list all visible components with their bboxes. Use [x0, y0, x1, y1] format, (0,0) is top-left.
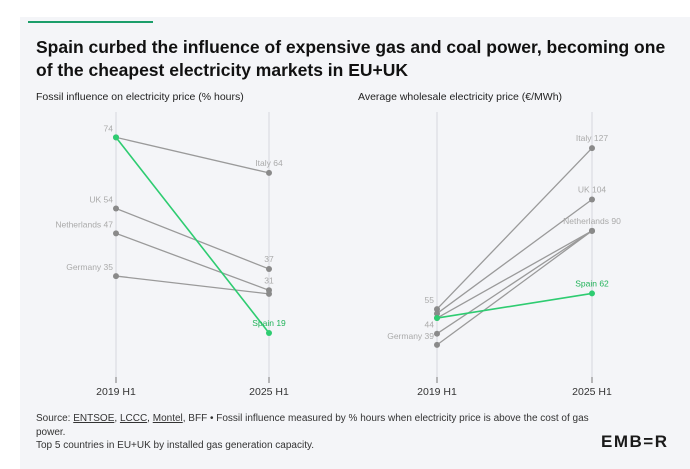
series-line-1-italy	[436, 147, 593, 310]
point-start-1-france	[434, 330, 440, 337]
point-start-0-uk	[113, 205, 119, 212]
label-start-1-france: 44	[425, 320, 435, 330]
label-end-0-italy: Italy 64	[255, 158, 283, 168]
point-end-0-spain	[266, 329, 272, 336]
x-tick-label-0-1: 2025 H1	[249, 386, 289, 398]
point-end-0-germany	[266, 290, 272, 297]
label-start-0-italy: 74	[104, 123, 114, 133]
label-end-0-netherlands: 31	[264, 275, 274, 285]
label-start-0-uk: UK 54	[89, 194, 113, 204]
source-link-montel[interactable]: Montel	[152, 413, 183, 424]
series-line-1-uk	[436, 198, 593, 315]
point-end-0-uk	[266, 265, 272, 272]
series-line-0-italy	[115, 136, 270, 174]
label-start-1-italy: 55	[425, 295, 435, 305]
chart-card	[20, 17, 690, 469]
point-start-1-germany	[434, 341, 440, 348]
x-tick-label-1-1: 2025 H1	[572, 386, 612, 398]
footer-note: Top 5 countries in EU+UK by installed ga…	[36, 440, 315, 451]
label-end-1-spain: Spain 62	[575, 278, 609, 288]
label-start-0-germany: Germany 35	[66, 262, 113, 272]
right-panel-title: Average wholesale electricity price (€/M…	[358, 91, 563, 103]
x-tick-label-1-0: 2019 H1	[417, 386, 457, 398]
point-start-1-italy	[434, 306, 440, 313]
point-start-1-spain	[434, 315, 440, 322]
label-end-1-italy: Italy 127	[576, 133, 608, 143]
left-panel-title: Fossil influence on electricity price (%…	[36, 91, 244, 103]
label-start-1-germany: Germany 39	[387, 331, 434, 341]
series-line-0-germany	[115, 275, 270, 295]
series-line-0-netherlands	[115, 232, 270, 291]
x-tick-label-0-0: 2019 H1	[96, 386, 136, 398]
point-start-0-germany	[113, 273, 119, 280]
series-line-0-spain	[115, 136, 270, 334]
point-end-1-spain	[589, 290, 595, 297]
source-link-lccc[interactable]: LCCC	[119, 413, 148, 424]
label-end-0-uk: 37	[264, 254, 274, 264]
series-line-1-germany	[436, 230, 593, 346]
chart-title: Spain curbed the influence of expensive …	[36, 37, 666, 80]
source-prefix: Source:	[36, 413, 74, 424]
label-end-0-spain: Spain 19	[252, 318, 286, 328]
label-end-1-netherlands: Netherlands 90	[563, 216, 621, 226]
ember-logo: EMB=R	[601, 432, 669, 451]
series-line-1-spain	[436, 292, 593, 319]
label-start-0-netherlands: Netherlands 47	[55, 219, 113, 229]
top-accent-bar	[28, 21, 153, 23]
point-start-0-spain	[113, 134, 119, 141]
point-end-1-italy	[589, 145, 595, 152]
source-rest: , BFF • Fossil influence measured by % h…	[36, 413, 589, 438]
series-line-0-uk	[115, 207, 270, 270]
point-end-0-italy	[266, 169, 272, 176]
series-line-1-france	[436, 230, 593, 335]
source-link-entsoe[interactable]: ENTSOE	[73, 413, 115, 424]
series-line-1-netherlands	[436, 230, 593, 319]
point-start-0-netherlands	[113, 230, 119, 237]
footer-source: Source: ENTSOE, LCCC, Montel, BFF • Foss…	[36, 413, 589, 451]
point-start-1-uk	[434, 310, 440, 317]
point-end-1-uk	[589, 196, 595, 203]
label-end-1-uk: UK 104	[578, 185, 607, 195]
point-end-1-france	[589, 227, 595, 234]
